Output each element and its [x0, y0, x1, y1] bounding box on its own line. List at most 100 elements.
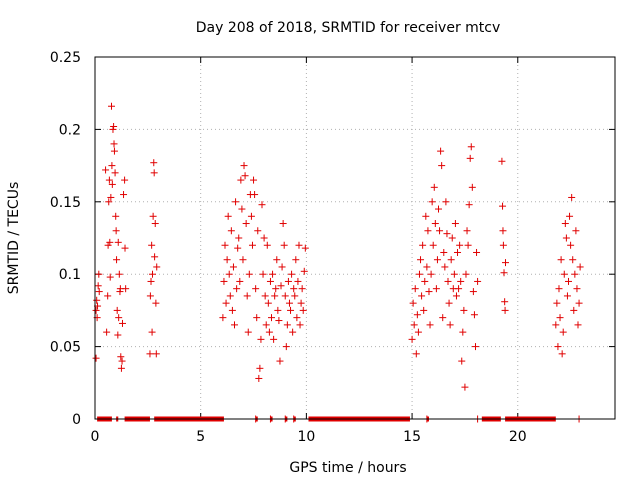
- data-point: [150, 169, 158, 177]
- data-point: [282, 343, 290, 351]
- data-point: [224, 212, 232, 220]
- data-point: [234, 244, 242, 252]
- data-point: [451, 220, 459, 228]
- data-point: [105, 198, 113, 206]
- data-point: [412, 350, 420, 358]
- data-point: [104, 241, 112, 249]
- data-point: [235, 234, 243, 242]
- data-point: [118, 319, 126, 327]
- data-point: [287, 306, 295, 314]
- data-point: [465, 201, 473, 209]
- data-point: [259, 270, 267, 278]
- y-tick-label: 0.05: [50, 340, 81, 356]
- data-point: [291, 292, 299, 300]
- data-point: [499, 227, 507, 235]
- data-point: [231, 321, 239, 329]
- data-point: [284, 277, 292, 285]
- data-point: [242, 220, 250, 228]
- data-point: [226, 292, 234, 300]
- data-point: [462, 270, 470, 278]
- data-point: [467, 143, 475, 151]
- data-point: [105, 176, 113, 184]
- data-point: [500, 269, 508, 277]
- data-point: [473, 248, 481, 256]
- data-point: [274, 306, 282, 314]
- data-point: [108, 180, 116, 188]
- x-axis-label: GPS time / hours: [289, 460, 406, 476]
- data-point: [146, 350, 154, 358]
- data-point: [120, 191, 128, 199]
- data-point: [419, 241, 427, 249]
- data-point: [111, 169, 119, 177]
- data-point: [297, 299, 305, 307]
- data-point: [418, 292, 426, 300]
- data-point: [94, 282, 102, 290]
- data-point: [257, 335, 265, 343]
- data-point: [275, 317, 283, 325]
- data-point: [556, 314, 564, 322]
- data-point: [225, 270, 233, 278]
- data-point: [438, 162, 446, 170]
- data-point: [501, 306, 509, 314]
- data-point: [554, 343, 562, 351]
- data-point: [92, 354, 100, 362]
- data-point: [107, 193, 115, 201]
- data-point: [574, 321, 582, 329]
- x-tick-label: 5: [196, 429, 205, 445]
- data-point: [233, 285, 241, 293]
- data-point: [300, 267, 308, 275]
- data-point: [152, 350, 160, 358]
- grid-lines: [95, 57, 615, 419]
- y-tick-label: 0.1: [59, 267, 81, 283]
- data-point: [272, 285, 280, 293]
- data-point: [447, 256, 455, 264]
- data-point: [106, 273, 114, 281]
- y-tick-label: 0.15: [50, 195, 81, 211]
- data-point: [283, 321, 291, 329]
- data-point: [253, 314, 261, 322]
- x-tick-label: 15: [403, 429, 421, 445]
- data-point: [440, 248, 448, 256]
- data-point: [575, 299, 583, 307]
- data-point: [151, 253, 159, 261]
- data-point: [414, 328, 422, 336]
- data-point: [461, 383, 469, 391]
- data-point: [146, 292, 154, 300]
- data-point: [454, 248, 462, 256]
- data-point: [121, 176, 129, 184]
- data-point: [237, 176, 245, 184]
- data-point: [432, 285, 440, 293]
- data-point: [251, 191, 259, 199]
- data-point: [115, 270, 123, 278]
- data-point: [455, 285, 463, 293]
- data-point: [295, 241, 303, 249]
- data-point: [569, 256, 577, 264]
- data-point: [95, 270, 103, 278]
- data-point: [464, 241, 472, 249]
- chart-title: Day 208 of 2018, SRMTID for receiver mtc…: [196, 20, 501, 36]
- data-point: [150, 159, 158, 167]
- data-point: [241, 172, 249, 180]
- data-point: [151, 220, 159, 228]
- data-point: [117, 353, 125, 361]
- data-point: [457, 277, 465, 285]
- data-point: [95, 288, 103, 296]
- data-point: [415, 270, 423, 278]
- data-point: [256, 364, 264, 372]
- data-point: [92, 306, 100, 314]
- data-point: [471, 343, 479, 351]
- data-point: [221, 241, 229, 249]
- data-point: [561, 220, 569, 228]
- data-point: [281, 292, 289, 300]
- data-point: [566, 212, 574, 220]
- data-point: [93, 296, 101, 304]
- data-point: [422, 212, 430, 220]
- data-point: [458, 357, 466, 365]
- data-point: [424, 227, 432, 235]
- data-point: [219, 314, 227, 322]
- y-tick-label: 0.25: [50, 50, 81, 66]
- data-point: [227, 227, 235, 235]
- data-point: [260, 234, 268, 242]
- data-point: [110, 123, 118, 131]
- data-point: [268, 314, 276, 322]
